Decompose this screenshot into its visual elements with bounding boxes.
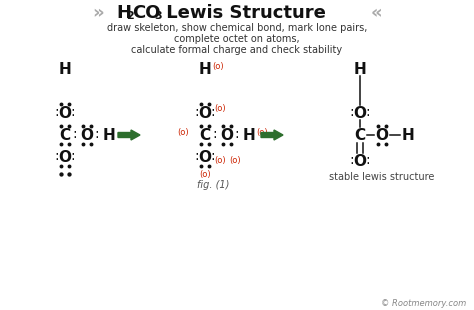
Text: 3: 3	[154, 11, 162, 21]
Text: O: O	[199, 105, 211, 121]
Text: :: :	[210, 105, 215, 119]
Text: «: «	[370, 4, 382, 22]
Text: (o): (o)	[177, 127, 189, 136]
Text: O: O	[354, 153, 366, 169]
Text: Lewis Structure: Lewis Structure	[160, 4, 326, 22]
Text: :: :	[71, 105, 75, 119]
Text: :: :	[365, 105, 370, 119]
Text: O: O	[199, 149, 211, 165]
Text: (o): (o)	[212, 61, 224, 70]
Text: :: :	[213, 127, 217, 141]
Text: O: O	[375, 127, 389, 143]
Text: draw skeleton, show chemical bond, mark lone pairs,: draw skeleton, show chemical bond, mark …	[107, 23, 367, 33]
Text: :: :	[235, 127, 239, 141]
Text: »: »	[92, 4, 104, 22]
Text: O: O	[81, 127, 93, 143]
Text: H: H	[199, 61, 211, 77]
Text: :: :	[350, 105, 354, 119]
Text: O: O	[220, 127, 234, 143]
Text: complete octet on atoms,: complete octet on atoms,	[174, 34, 300, 44]
Text: © Rootmemory.com: © Rootmemory.com	[381, 299, 466, 308]
Text: O: O	[58, 149, 72, 165]
Text: :: :	[365, 153, 370, 167]
Text: :: :	[71, 149, 75, 163]
Text: C: C	[355, 127, 365, 143]
Text: C: C	[59, 127, 71, 143]
Text: CO: CO	[132, 4, 161, 22]
Text: H: H	[354, 61, 366, 77]
Text: :: :	[95, 127, 100, 141]
Text: H: H	[243, 127, 255, 143]
Text: H: H	[116, 4, 131, 22]
Text: calculate formal charge and check stability: calculate formal charge and check stabil…	[131, 45, 343, 55]
Text: C: C	[200, 127, 210, 143]
FancyArrow shape	[261, 130, 283, 140]
FancyArrow shape	[118, 130, 140, 140]
Text: H: H	[59, 61, 72, 77]
Text: O: O	[58, 105, 72, 121]
Text: (o): (o)	[256, 127, 268, 136]
Text: 2: 2	[126, 11, 134, 21]
Text: (o): (o)	[229, 157, 241, 166]
Text: (o): (o)	[199, 170, 211, 179]
Text: :: :	[55, 149, 59, 163]
Text: H: H	[103, 127, 115, 143]
Text: :: :	[73, 127, 77, 141]
Text: :: :	[195, 105, 199, 119]
Text: :: :	[350, 153, 354, 167]
Text: :: :	[55, 105, 59, 119]
Text: (o): (o)	[214, 157, 226, 166]
Text: :: :	[210, 149, 215, 163]
Text: fig. (1): fig. (1)	[197, 180, 229, 190]
Text: :: :	[195, 149, 199, 163]
Text: (o): (o)	[214, 104, 226, 113]
Text: O: O	[354, 105, 366, 121]
Text: H: H	[401, 127, 414, 143]
Text: stable lewis structure: stable lewis structure	[329, 172, 435, 182]
